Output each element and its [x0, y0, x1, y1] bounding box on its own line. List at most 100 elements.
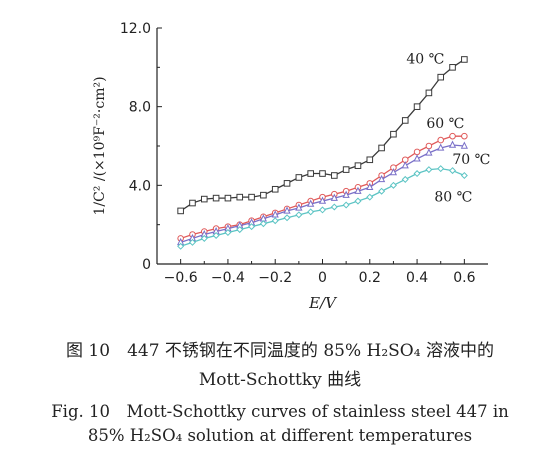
data-point — [413, 170, 421, 178]
data-point — [236, 226, 244, 234]
data-point — [224, 194, 232, 202]
data-point — [283, 180, 291, 187]
y-tick-label: 8.0 — [129, 100, 151, 116]
data-point — [307, 208, 315, 216]
data-point — [366, 182, 374, 190]
data-point — [260, 191, 267, 199]
data-point — [366, 156, 374, 164]
data-point — [318, 206, 327, 214]
series-line — [180, 135, 465, 240]
data-point — [437, 73, 445, 81]
data-point — [342, 190, 350, 198]
series-label: 70 ℃ — [452, 152, 490, 168]
data-point — [248, 223, 256, 231]
x-tick-label: −0.2 — [258, 270, 292, 286]
data-point — [331, 172, 338, 179]
data-point — [413, 103, 421, 110]
data-point — [449, 64, 456, 71]
series-3 — [177, 140, 468, 246]
data-point — [189, 199, 196, 207]
data-point — [295, 203, 303, 211]
data-point — [283, 214, 291, 222]
data-point — [295, 211, 303, 219]
x-tick-label: −0.4 — [211, 270, 245, 286]
data-point — [401, 175, 409, 183]
chart-labels-layer: −0.6 −0.4 −0.2 0 0.2 0.4 0.6 0 4.0 8.0 12.0 E/V 1/C²… — [92, 21, 490, 312]
data-point — [318, 196, 327, 204]
x-tick-label: 0.6 — [453, 270, 475, 286]
data-point — [354, 186, 362, 194]
data-point — [200, 234, 208, 242]
series-line — [180, 58, 465, 212]
data-point — [200, 195, 208, 203]
data-point — [212, 194, 220, 202]
data-point — [461, 132, 468, 140]
series-1 — [177, 56, 468, 215]
data-point — [413, 154, 421, 162]
data-point — [389, 181, 397, 189]
data-point — [413, 148, 421, 156]
data-point — [460, 171, 468, 180]
data-point — [377, 174, 386, 183]
data-point — [425, 142, 433, 150]
data-point — [389, 168, 398, 176]
series-label: 60 ℃ — [426, 116, 464, 132]
x-tick-label: 0.2 — [359, 270, 381, 286]
data-point — [307, 199, 315, 207]
data-point — [271, 217, 279, 225]
y-tick-label: 4.0 — [129, 178, 151, 194]
data-point — [342, 201, 350, 209]
series-label: 40 ℃ — [406, 51, 444, 67]
data-point — [366, 193, 374, 201]
data-point — [307, 170, 314, 177]
series-2 — [177, 132, 468, 242]
data-point — [212, 231, 220, 239]
data-point — [224, 229, 232, 237]
data-point — [283, 206, 291, 214]
data-point — [449, 167, 457, 175]
data-point — [390, 130, 397, 138]
data-point — [271, 185, 279, 193]
series-4 — [177, 165, 468, 250]
x-tick-label: 0.4 — [406, 270, 428, 286]
data-point — [425, 89, 433, 97]
data-point — [236, 193, 244, 201]
caption-en-line2: 85% H₂SO₄ solution at different temperat… — [87, 426, 473, 445]
data-point — [248, 193, 255, 201]
data-point — [342, 166, 350, 173]
y-tick-label: 0 — [142, 257, 151, 273]
data-point — [259, 220, 267, 228]
data-point — [330, 193, 338, 201]
data-point — [437, 165, 445, 173]
data-point — [425, 166, 433, 174]
caption-en-line1: Fig. 10 Mott-Schottky curves of stainles… — [51, 402, 509, 421]
data-point — [449, 132, 456, 140]
data-point — [177, 207, 184, 215]
data-point — [378, 144, 385, 152]
caption-zh-line1: 图 10 447 不锈钢在不同温度的 85% H₂SO₄ 溶液中的 — [66, 341, 494, 361]
data-point — [401, 161, 409, 169]
data-point — [271, 210, 279, 218]
data-point — [448, 140, 457, 148]
x-tick-label: 0 — [318, 270, 327, 286]
data-point — [188, 238, 196, 246]
data-point — [425, 148, 433, 156]
data-point — [378, 187, 386, 195]
data-point — [354, 197, 362, 205]
data-point — [401, 117, 409, 124]
data-point — [437, 136, 445, 144]
data-point — [330, 203, 338, 211]
y-axis-title: 1/C² /(×10⁹F⁻²·cm²) — [92, 76, 108, 215]
chart-series-layer — [177, 56, 468, 250]
data-point — [319, 170, 326, 177]
data-point — [460, 141, 468, 149]
data-point — [461, 56, 468, 63]
y-tick-label: 12.0 — [120, 21, 151, 37]
x-tick-label: −0.6 — [164, 270, 198, 286]
data-point — [295, 174, 303, 181]
chart-axes — [156, 27, 488, 265]
data-point — [437, 143, 445, 151]
chart-plot: −0.6 −0.4 −0.2 0 0.2 0.4 0.6 0 4.0 8.0 12.0 E/V 1/C²… — [92, 21, 490, 312]
data-point — [354, 162, 362, 169]
data-point — [177, 242, 185, 250]
